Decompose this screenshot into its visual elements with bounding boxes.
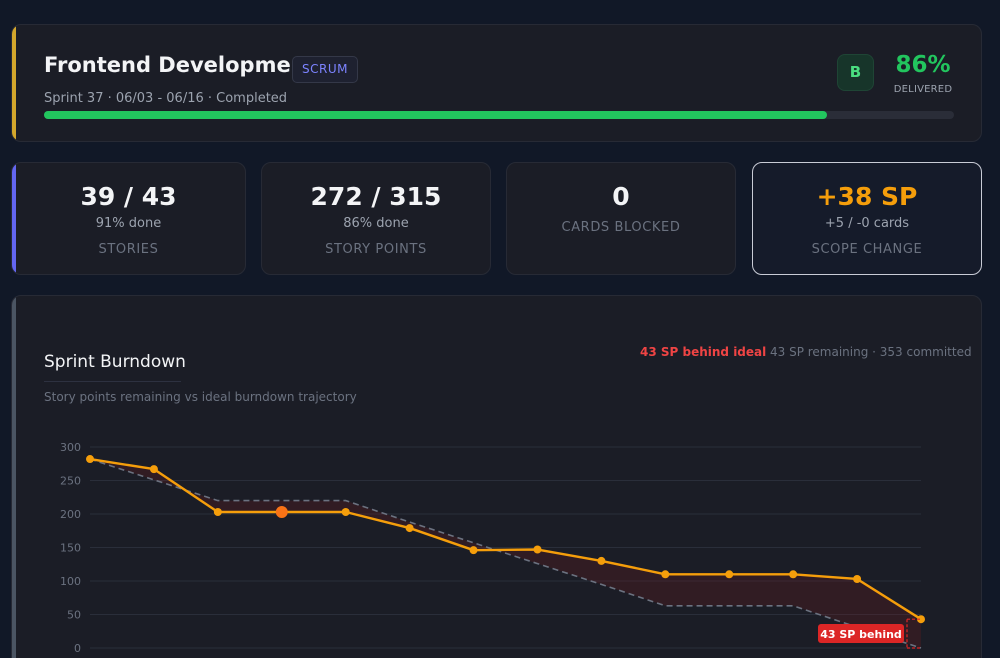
actual-point <box>469 546 478 555</box>
actual-point <box>917 615 925 624</box>
ideal-line <box>89 458 922 649</box>
actual-point <box>789 570 798 579</box>
behind-ideal-text: 43 SP behind ideal <box>640 345 767 359</box>
delivered-label: DELIVERED <box>893 84 953 95</box>
stat-value: 0 <box>612 182 630 211</box>
chart-subtitle: Story points remaining vs ideal burndown… <box>44 390 357 404</box>
y-tick-label: 250 <box>60 475 81 488</box>
burndown-chart: 0 50 100 150 200 250 300 43 SP behind <box>60 441 925 655</box>
chart-accent-bar <box>12 296 16 658</box>
stat-value: 272 / 315 <box>310 182 442 211</box>
remaining-text: 43 SP remaining · 353 committed <box>770 345 972 359</box>
actual-point <box>533 545 542 554</box>
actual-point <box>275 505 288 518</box>
gap-annotation-label: 43 SP behind <box>820 628 902 641</box>
stat-sub: 91% done <box>95 216 162 231</box>
gap-annotation-pill <box>818 624 904 643</box>
delivered-percent: 86% <box>895 52 951 78</box>
chart-title-divider <box>44 381 181 382</box>
actual-point <box>86 455 94 464</box>
delivery-progress-fill <box>44 111 827 119</box>
header-accent-bar <box>12 25 16 141</box>
actual-point <box>597 556 606 565</box>
stat-value: +38 SP <box>816 182 918 211</box>
behind-area <box>90 459 921 648</box>
stat-card-blocked: 0 CARDS BLOCKED <box>506 162 736 275</box>
stat-label: STORIES <box>98 242 159 257</box>
actual-point <box>341 507 350 516</box>
stat-card-story-points: 272 / 315 86% done STORY POINTS <box>261 162 491 275</box>
actual-point <box>213 507 222 516</box>
stat-card-stories: 39 / 43 91% done STORIES <box>11 162 246 275</box>
actual-point <box>661 570 670 579</box>
actual-point <box>405 524 414 533</box>
stat-value: 39 / 43 <box>80 182 177 211</box>
sprint-subtitle: Sprint 37 · 06/03 - 06/16 · Completed <box>44 91 288 106</box>
y-tick-label: 300 <box>60 441 81 454</box>
stat-sub: 86% done <box>343 216 409 231</box>
sprint-header-card: Frontend Development SCRUM Sprint 37 · 0… <box>11 24 982 142</box>
actual-line <box>89 457 922 621</box>
actual-point <box>725 570 734 579</box>
y-tick-label: 150 <box>60 542 81 555</box>
stat-label: CARDS BLOCKED <box>561 220 681 235</box>
methodology-badge: SCRUM <box>292 56 358 83</box>
chart-title: Sprint Burndown <box>44 352 186 372</box>
burndown-chart-card: Sprint Burndown Story points remaining v… <box>11 295 982 658</box>
stat-card-scope-change[interactable]: +38 SP +5 / -0 cards SCOPE CHANGE <box>752 162 982 275</box>
stat-sub: +5 / -0 cards <box>824 216 910 231</box>
y-tick-label: 100 <box>60 575 81 588</box>
stat-label: SCOPE CHANGE <box>811 242 923 257</box>
team-title: Frontend Development <box>44 53 316 77</box>
actual-point <box>853 574 862 583</box>
delivery-progress-bar <box>44 111 954 119</box>
stat-label: STORY POINTS <box>325 242 427 257</box>
actual-point <box>149 465 158 474</box>
grade-badge: B <box>837 54 874 91</box>
y-tick-label: 200 <box>60 508 81 521</box>
stat-accent-bar <box>12 163 16 274</box>
y-tick-label: 0 <box>74 642 81 655</box>
y-tick-label: 50 <box>67 609 81 622</box>
